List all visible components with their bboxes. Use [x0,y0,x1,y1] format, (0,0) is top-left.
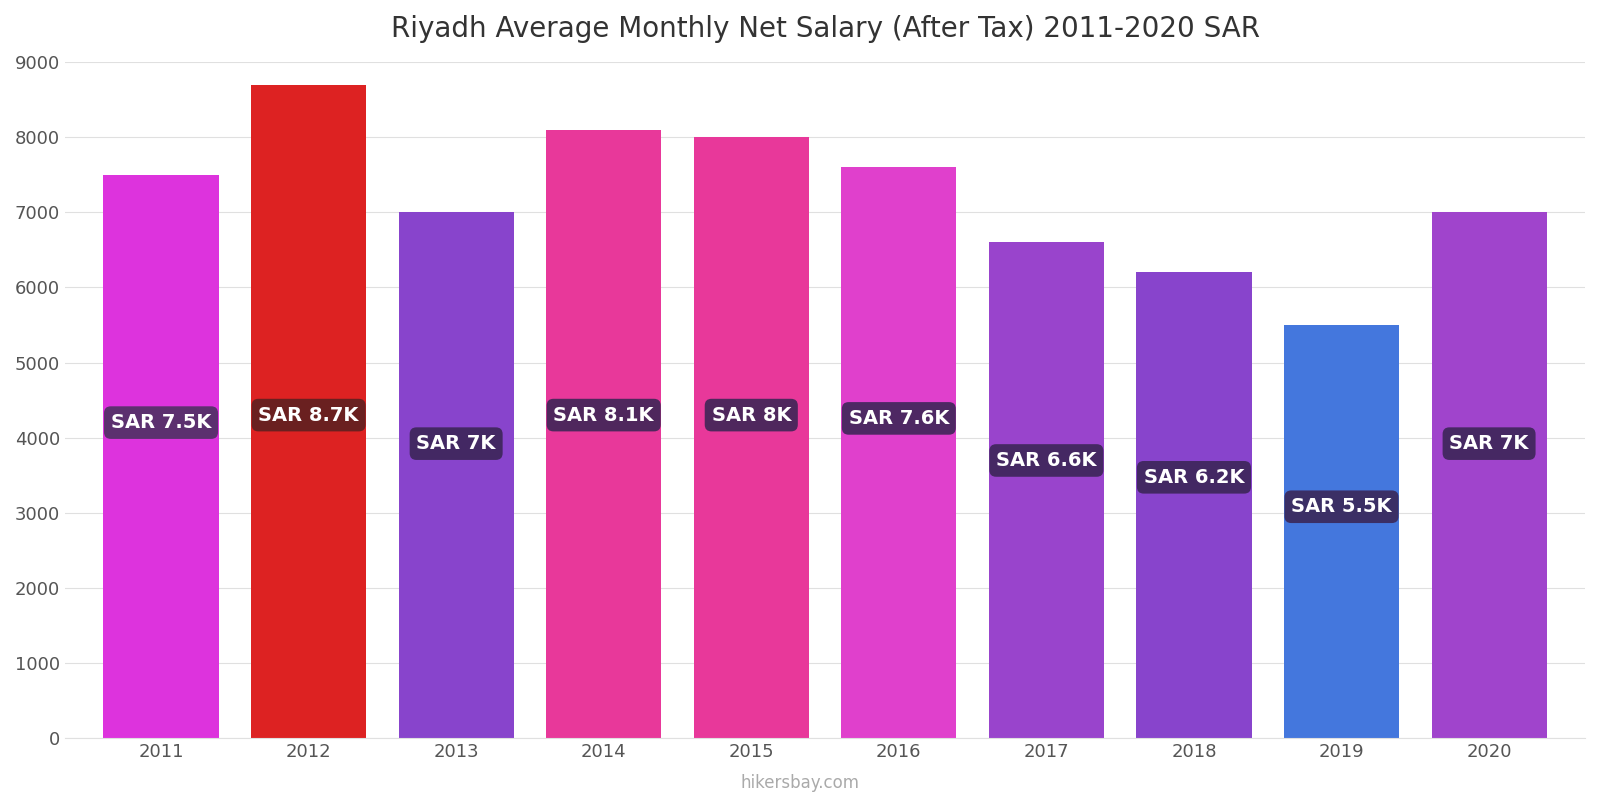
Text: SAR 6.2K: SAR 6.2K [1144,468,1245,486]
Bar [989,242,1104,738]
Bar [1283,325,1398,738]
Text: SAR 5.5K: SAR 5.5K [1291,498,1392,516]
Bar [694,137,810,738]
Text: SAR 7.5K: SAR 7.5K [110,413,211,432]
Bar [842,167,957,738]
Title: Riyadh Average Monthly Net Salary (After Tax) 2011-2020 SAR: Riyadh Average Monthly Net Salary (After… [390,15,1259,43]
Bar [1432,212,1547,738]
Text: SAR 7K: SAR 7K [1450,434,1528,453]
Text: SAR 8.7K: SAR 8.7K [259,406,358,425]
Text: hikersbay.com: hikersbay.com [741,774,859,792]
Bar [546,130,661,738]
Bar [398,212,514,738]
Bar [251,85,366,738]
Bar [1136,272,1251,738]
Text: SAR 7K: SAR 7K [416,434,496,453]
Bar [104,174,219,738]
Text: SAR 8K: SAR 8K [712,406,790,425]
Text: SAR 8.1K: SAR 8.1K [554,406,654,425]
Text: SAR 7.6K: SAR 7.6K [848,409,949,428]
Text: SAR 6.6K: SAR 6.6K [997,451,1096,470]
